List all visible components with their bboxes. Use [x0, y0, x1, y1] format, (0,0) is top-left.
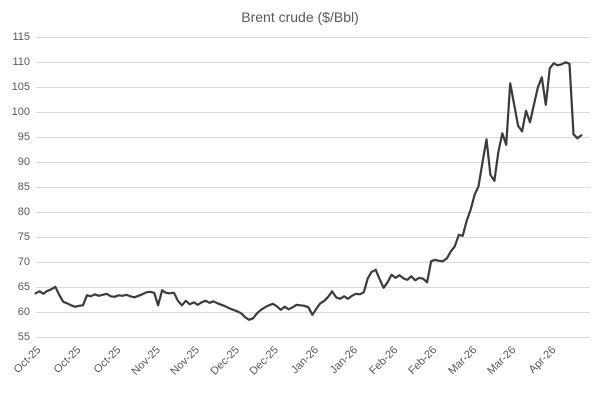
- y-axis-tick-label: 90: [17, 156, 30, 169]
- chart-title: Brent crude ($/Bbl): [241, 9, 359, 25]
- data-series-line: [34, 61, 583, 321]
- y-axis-tick-label: 80: [17, 206, 30, 219]
- y-axis-tick-label: 70: [17, 256, 30, 269]
- y-axis-tick-label: 115: [12, 31, 30, 44]
- y-axis-tick-label: 55: [17, 331, 30, 344]
- y-axis-tick-label: 75: [17, 231, 30, 244]
- y-axis-tick-label: 95: [17, 131, 30, 144]
- y-axis-tick-label: 85: [17, 181, 30, 194]
- y-axis-tick-label: 110: [12, 56, 30, 69]
- y-axis-tick-label: 60: [17, 306, 30, 319]
- y-axis-tick-label: 65: [17, 281, 30, 294]
- y-axis-tick-label: 100: [11, 106, 30, 119]
- y-axis-tick-label: 105: [11, 81, 30, 94]
